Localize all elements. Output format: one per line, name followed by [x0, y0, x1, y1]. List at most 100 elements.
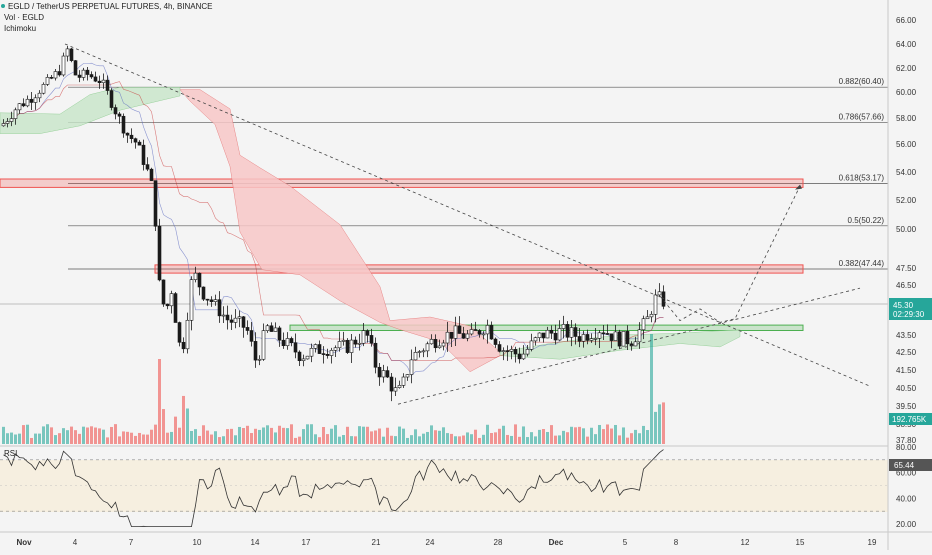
volume-bar	[138, 432, 141, 444]
candle-body	[109, 90, 114, 108]
candle-body	[349, 339, 354, 353]
candle-body	[381, 370, 386, 378]
volume-bar	[18, 433, 21, 444]
status-dot	[1, 4, 5, 8]
volume-bar	[330, 428, 333, 444]
volume-bar	[470, 434, 473, 444]
fib-label: 0.618(53.17)	[839, 174, 885, 183]
candle-body	[25, 98, 30, 107]
candle-body	[285, 338, 290, 347]
volume-bar	[578, 426, 581, 444]
volume-bar	[298, 436, 301, 444]
volume-bar	[294, 437, 297, 444]
volume-bar	[82, 426, 85, 444]
volume-bar	[106, 437, 109, 444]
volume-bar	[254, 428, 257, 444]
candle-body	[417, 351, 422, 353]
y-tick-label: 42.50	[896, 348, 917, 357]
volume-bar	[202, 425, 205, 444]
volume-bar	[610, 428, 613, 444]
projection-arrow	[795, 184, 802, 190]
volume-bar	[266, 425, 269, 444]
volume-bar	[178, 427, 181, 444]
candle-body	[61, 55, 66, 76]
volume-bar	[502, 425, 505, 444]
volume-bar	[430, 425, 433, 444]
candle-body	[293, 342, 298, 353]
volume-bar	[246, 425, 249, 444]
volume-bar	[498, 428, 501, 444]
x-tick-label: 24	[426, 538, 435, 547]
candle-body	[397, 385, 402, 388]
candle-body	[625, 331, 630, 345]
candle-body	[609, 333, 614, 341]
volume-bar	[538, 429, 541, 444]
volume-bar	[618, 435, 621, 444]
candle-body	[145, 164, 150, 170]
volume-bar	[218, 437, 221, 444]
candle-body	[197, 272, 202, 288]
candle-body	[269, 325, 274, 332]
y-tick-label: 37.80	[896, 436, 917, 445]
candle-body	[177, 322, 182, 343]
fib-label: 0.382(47.44)	[839, 259, 885, 268]
volume-bar	[570, 426, 573, 444]
conversion-line	[3, 62, 664, 377]
y-tick-label: 50.00	[896, 225, 917, 234]
y-tick-label: 54.00	[896, 168, 917, 177]
candle-body	[229, 319, 234, 323]
volume-bar	[486, 424, 489, 444]
x-tick-label: 7	[129, 538, 134, 547]
candle-body	[501, 350, 506, 352]
candle-body	[489, 325, 494, 340]
volume-bar	[514, 424, 517, 444]
fib-label: 0.882(60.40)	[839, 77, 885, 86]
candle-body	[645, 316, 650, 320]
volume-bar	[562, 430, 565, 444]
volume-bar	[274, 432, 277, 444]
price-badge: 45.30 02:29:30	[889, 298, 932, 320]
candle-body	[365, 330, 370, 336]
candle-body	[413, 352, 418, 361]
volume-bar	[158, 359, 161, 444]
volume-bar	[658, 404, 661, 444]
volume-bar	[466, 432, 469, 444]
candle-body	[553, 332, 558, 341]
volume-bar	[306, 424, 309, 444]
volume-bar	[646, 430, 649, 444]
candle-body	[41, 84, 46, 94]
candle-body	[57, 71, 62, 76]
volume-bar	[250, 433, 253, 444]
volume-bar	[574, 427, 577, 444]
candle-body	[453, 325, 458, 339]
price-badge-bg	[889, 298, 932, 320]
y-tick-label: 62.00	[896, 64, 917, 73]
candle-body	[17, 103, 22, 111]
volume-bar	[566, 432, 569, 444]
candle-body	[225, 314, 230, 321]
volume-bar	[558, 435, 561, 444]
volume-bar	[522, 426, 525, 444]
volume-bar	[550, 425, 553, 444]
candle-body	[321, 353, 326, 355]
candle-body	[181, 341, 186, 350]
fib-label: 0.786(57.66)	[839, 112, 885, 121]
y-tick-label: 43.50	[896, 331, 917, 340]
ascending-trendline	[397, 287, 861, 405]
volume-bar	[50, 427, 53, 444]
candle-body	[257, 358, 262, 361]
candle-body	[557, 328, 562, 341]
volume-bar	[206, 430, 209, 444]
candle-body	[137, 141, 142, 146]
x-tick-label: 12	[741, 538, 750, 547]
volume-bar	[258, 429, 261, 444]
volume-bar	[194, 429, 197, 444]
volume-bar	[190, 430, 193, 444]
volume-bar	[214, 431, 217, 444]
volume-bar	[382, 436, 385, 444]
volume-bar	[34, 433, 37, 444]
x-tick-label: 8	[674, 538, 679, 547]
volume-bar	[286, 428, 289, 444]
candle-body	[157, 225, 162, 281]
